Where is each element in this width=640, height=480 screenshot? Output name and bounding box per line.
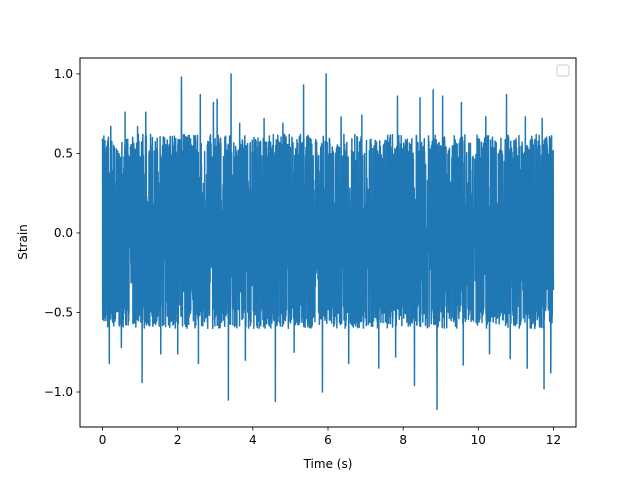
- x-tick-label: 10: [471, 433, 486, 447]
- legend-box: [556, 64, 570, 77]
- x-tick-label: 6: [324, 433, 332, 447]
- x-tick-label: 12: [546, 433, 561, 447]
- strain-series-line: [101, 73, 555, 411]
- y-tick-label: 0.5: [54, 146, 73, 160]
- y-tick-label: −0.5: [44, 305, 73, 319]
- y-axis: −1.0 −0.5 0.0 0.5 1.0: [44, 67, 80, 399]
- x-axis: 0 2 4 6 8 10 12: [99, 427, 561, 447]
- y-tick-label: −1.0: [44, 385, 73, 399]
- x-axis-label: Time (s): [303, 457, 353, 471]
- y-tick-label: 1.0: [54, 67, 73, 81]
- series-layer: [101, 73, 555, 411]
- x-tick-label: 8: [399, 433, 407, 447]
- x-tick-label: 2: [174, 433, 182, 447]
- y-tick-label: 0.0: [54, 226, 73, 240]
- x-tick-label: 0: [99, 433, 107, 447]
- y-axis-label: Strain: [16, 224, 30, 260]
- x-tick-label: 4: [249, 433, 257, 447]
